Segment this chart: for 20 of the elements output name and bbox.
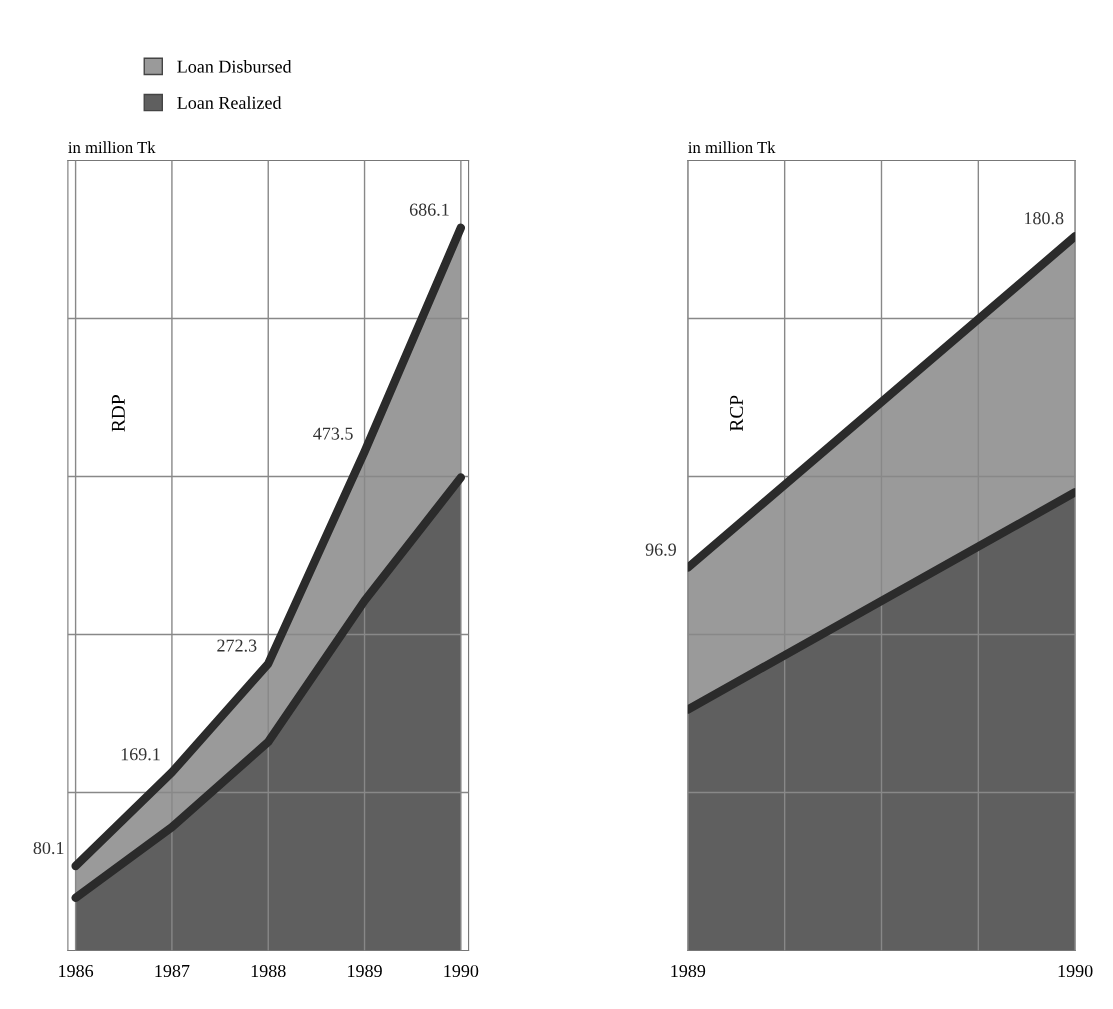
data-label: 272.3 xyxy=(217,639,257,652)
text: RDP xyxy=(111,395,125,432)
x-tick-label: 1989 xyxy=(671,964,706,978)
text: RCP xyxy=(729,395,744,432)
data-label: 473.5 xyxy=(313,427,353,440)
data-label: 180.8 xyxy=(1025,212,1064,225)
data-label: 686.1 xyxy=(409,203,449,216)
x-tick-label: 1987 xyxy=(155,964,190,978)
x-tick-label: 1988 xyxy=(251,964,286,978)
data-label: 80.1 xyxy=(33,841,64,855)
legend-label: Loan Realized xyxy=(177,96,282,109)
x-tick-label: 1990 xyxy=(1058,964,1093,978)
data-label: 169.1 xyxy=(121,748,160,761)
x-tick-label: 1986 xyxy=(59,964,94,978)
y-axis-title: in million Tk xyxy=(68,141,156,154)
y-axis-title: in million Tk xyxy=(688,141,776,154)
legend-label: Loan Disbursed xyxy=(177,60,292,73)
x-tick-label: 1990 xyxy=(444,964,479,978)
x-tick-label: 1989 xyxy=(348,964,382,978)
data-label: 96.9 xyxy=(645,543,676,556)
